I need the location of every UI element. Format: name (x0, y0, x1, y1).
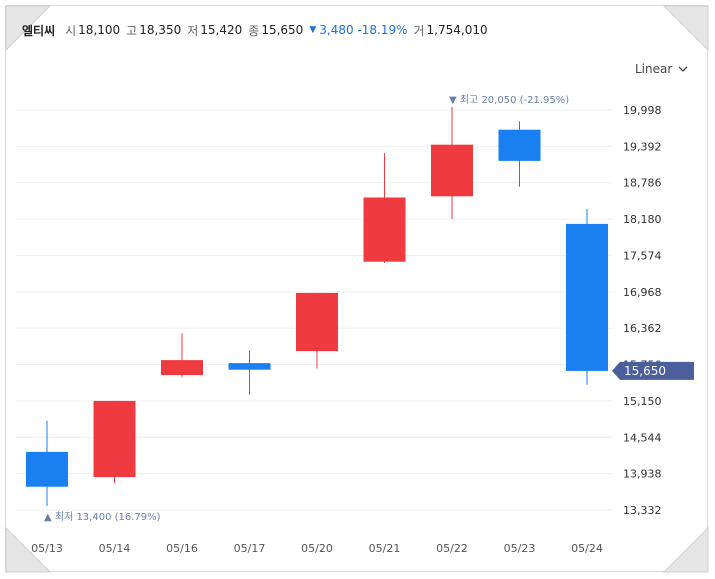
close-value: 15,650 (261, 23, 304, 37)
y-tick-label: 19,998 (623, 104, 662, 117)
scale-selector[interactable]: Linear (635, 62, 688, 76)
high-value: 18,350 (139, 23, 182, 37)
x-tick-label: 05/16 (166, 542, 198, 555)
y-tick-label: 17,574 (623, 249, 662, 262)
candle-body (566, 223, 608, 371)
scale-selector-label: Linear (635, 62, 673, 76)
current-price-label: 15,650 (624, 364, 666, 378)
candle-body (161, 360, 203, 376)
y-tick-label: 18,180 (623, 213, 662, 226)
high-label: 고 (126, 23, 138, 38)
candle-body (93, 400, 136, 478)
max-annotation: ▼ 최고 20,050 (-21.95%) (449, 94, 569, 106)
low-label: 저 (187, 23, 199, 38)
change-arrow-icon: ▼ (309, 25, 317, 35)
y-tick-label: 19,392 (623, 140, 662, 153)
price-header: 엘티씨 시 18,100 고 18,350 저 15,420 종 15,650 … (22, 20, 494, 40)
x-tick-label: 05/22 (436, 542, 468, 555)
low-value: 15,420 (200, 23, 243, 37)
volume-label: 거 (413, 23, 425, 38)
current-price-tag (612, 361, 694, 380)
y-tick-label: 16,362 (623, 322, 662, 335)
y-tick-label: 13,938 (623, 468, 662, 481)
x-tick-label: 05/14 (99, 542, 131, 555)
x-tick-label: 05/24 (571, 542, 603, 555)
x-tick-label: 05/21 (369, 542, 401, 555)
volume-value: 1,754,010 (426, 23, 488, 37)
y-tick-label: 14,544 (623, 431, 662, 444)
candle-body (228, 363, 271, 370)
y-tick-label: 16,968 (623, 286, 662, 299)
y-tick-label: 18,786 (623, 177, 662, 190)
change-value: 3,480 -18.19% (319, 23, 408, 37)
open-label: 시 (65, 23, 77, 38)
x-tick-label: 05/13 (31, 542, 63, 555)
x-tick-label: 05/20 (301, 542, 333, 555)
x-tick-label: 05/23 (504, 542, 536, 555)
candle-body (363, 197, 406, 262)
open-value: 18,100 (78, 23, 121, 37)
stock-name: 엘티씨 (22, 23, 56, 38)
candle-body (296, 292, 338, 352)
x-tick-label: 05/17 (234, 542, 266, 555)
chevron-down-icon (678, 66, 688, 72)
y-tick-label: 15,150 (623, 395, 662, 408)
candle-body (26, 451, 68, 487)
y-tick-label: 13,332 (623, 504, 662, 517)
close-label: 종 (248, 23, 260, 38)
candle-body (498, 129, 541, 161)
min-annotation: ▲ 최저 13,400 (16.79%) (44, 511, 161, 523)
candle-body (431, 144, 473, 197)
